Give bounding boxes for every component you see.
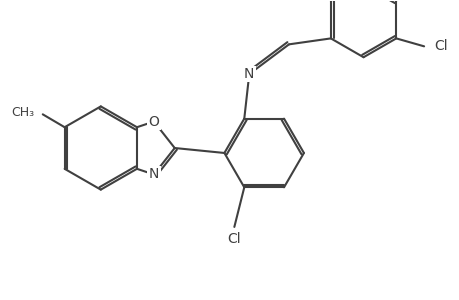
Text: Cl: Cl — [227, 232, 241, 246]
Text: Cl: Cl — [433, 39, 447, 53]
Text: N: N — [148, 167, 159, 182]
Text: O: O — [148, 115, 159, 129]
Text: CH₃: CH₃ — [11, 106, 35, 119]
Text: N: N — [244, 67, 254, 81]
